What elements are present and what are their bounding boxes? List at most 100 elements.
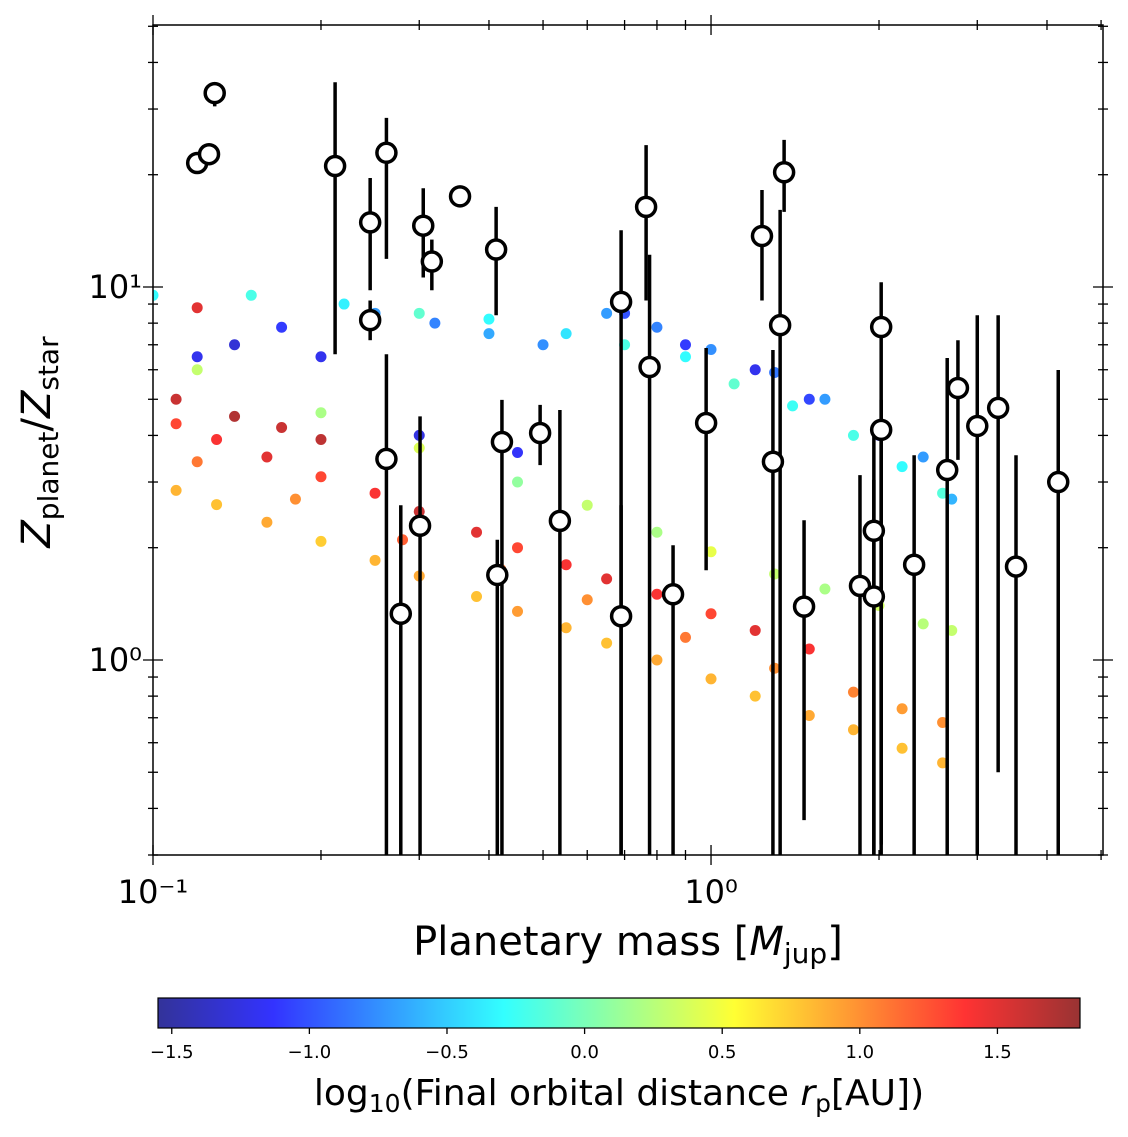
observed-planet [862, 585, 886, 608]
sim-point [315, 535, 327, 547]
x-tick-label: 10⁻¹ [118, 873, 188, 911]
observed-planet [935, 458, 959, 482]
y-tick-label: 10¹ [88, 268, 142, 306]
observed-planet [869, 315, 893, 339]
sim-point [749, 364, 761, 376]
sim-point [512, 605, 524, 617]
observed-planet [772, 161, 796, 184]
cbar-label-sub: p [815, 1089, 831, 1118]
sim-point [471, 590, 483, 602]
observed-planet [486, 563, 509, 587]
sim-point [581, 499, 593, 511]
sim-point [471, 526, 483, 538]
sim-point [413, 307, 425, 319]
observed-planet [408, 514, 432, 538]
y-label-symbol: Z [14, 519, 60, 549]
sim-point [369, 487, 381, 499]
observed-planet [484, 238, 508, 261]
sim-point [170, 418, 182, 430]
sim-point [946, 624, 958, 636]
observed-planet [528, 421, 552, 445]
observed-planet [634, 195, 658, 219]
y-label-symbol: Z [14, 389, 60, 419]
sim-point [787, 400, 799, 412]
sim-point [679, 339, 691, 351]
observed-planet [792, 595, 816, 618]
observed-planet [902, 553, 926, 577]
observed-planet [389, 602, 413, 626]
observed-planet [375, 141, 398, 165]
observed-planet [761, 450, 785, 473]
sim-point [896, 742, 908, 754]
sim-point [229, 339, 241, 351]
sim-point [705, 673, 717, 685]
observed-planet [490, 430, 514, 454]
plot-area [153, 81, 1070, 855]
y-label-subscript: planet [32, 432, 65, 521]
sim-point [170, 393, 182, 405]
sim-point [211, 499, 223, 511]
sim-point [560, 328, 572, 340]
observed-planet [358, 308, 382, 332]
observed-planet [323, 154, 347, 178]
sim-point [896, 461, 908, 473]
sim-point [315, 351, 327, 363]
x-label-text: Planetary mass [ [413, 919, 749, 965]
sim-point [276, 321, 288, 333]
sim-point [917, 618, 929, 630]
sim-point [315, 434, 327, 446]
sim-point [803, 393, 815, 405]
observed-planet [548, 509, 572, 533]
y-label-separator: / [14, 418, 60, 432]
colorbar-tick-label: −1.5 [150, 1042, 194, 1063]
sim-point [191, 302, 203, 314]
observed-planet [358, 211, 382, 234]
observed-planet [1004, 555, 1028, 578]
colorbar-tick-label: −1.0 [288, 1042, 332, 1063]
sim-point [261, 516, 273, 528]
x-label-symbol: M [749, 919, 784, 965]
sim-point [289, 493, 301, 505]
sim-point [560, 622, 572, 634]
sim-point [803, 643, 815, 655]
cbar-label-symbol: r [800, 1073, 817, 1114]
sim-point [512, 476, 524, 488]
sim-point [937, 757, 949, 769]
sim-point [153, 289, 159, 301]
sim-point [679, 351, 691, 363]
observed-planet [197, 142, 221, 166]
observed-planet [869, 418, 893, 442]
colorbar-label: log10(Final orbital distance rp[AU]) [314, 1073, 924, 1118]
observed-planet [638, 355, 661, 379]
y-label-subscript: star [32, 336, 65, 391]
observed-planet [203, 81, 226, 105]
sim-point [896, 703, 908, 715]
observed-planet [966, 414, 989, 438]
sim-point [803, 709, 815, 721]
observed-planet [694, 411, 718, 435]
sim-point [651, 321, 663, 333]
sim-point [191, 364, 203, 376]
sim-point [847, 429, 859, 441]
observed-planet [375, 447, 398, 471]
observed-planet [750, 224, 774, 248]
x-tick-label: 10⁰ [684, 873, 738, 911]
sim-point [847, 686, 859, 698]
observed-planet [412, 214, 435, 237]
cbar-label-suffix: [AU]) [831, 1073, 924, 1114]
sim-point [512, 446, 524, 458]
sim-point [483, 313, 495, 325]
observed-planet [862, 519, 886, 543]
observed-planet [768, 313, 792, 337]
observed-planet [946, 376, 970, 400]
sim-point [705, 546, 717, 558]
sim-point [749, 690, 761, 702]
sim-point [191, 456, 203, 468]
y-axis-label: Zplanet/Zstar [14, 336, 65, 549]
observed-planet [1046, 470, 1070, 494]
sim-point [705, 343, 717, 355]
plot-frame [152, 24, 1104, 856]
colorbar-tick-label: 1.5 [983, 1042, 1012, 1063]
sim-point [819, 583, 831, 595]
